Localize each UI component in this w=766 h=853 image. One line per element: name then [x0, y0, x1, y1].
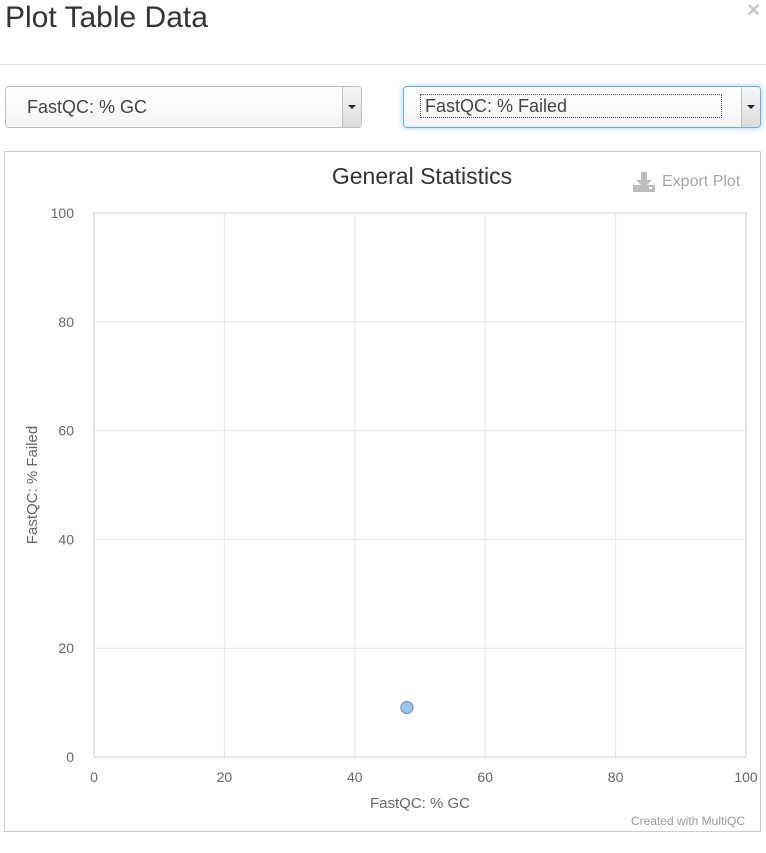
y-axis-select-arrow-icon[interactable]: [741, 87, 760, 127]
data-point[interactable]: [400, 700, 414, 715]
y-tick-label: 20: [58, 640, 74, 656]
x-axis-select[interactable]: FastQC: % GC: [5, 86, 362, 128]
y-axis-label: FastQC: % Failed: [24, 426, 41, 544]
x-tick-label: 40: [347, 769, 363, 785]
x-tick-label: 80: [608, 769, 624, 785]
y-tick-label: 60: [58, 423, 74, 439]
y-tick-label: 80: [58, 314, 74, 330]
close-icon[interactable]: ×: [747, 0, 760, 22]
download-icon: [633, 172, 655, 192]
plot-frame: [4, 151, 761, 832]
x-axis-select-arrow-icon[interactable]: [342, 87, 361, 127]
x-tick-label: 0: [90, 769, 98, 785]
tick-labels: 0 20 40 60 80 100 0 20 40 60 80 100: [51, 205, 758, 785]
x-axis-select-value: FastQC: % GC: [27, 97, 148, 117]
plot-area-border: [93, 212, 747, 758]
y-tick-label: 100: [51, 205, 75, 221]
y-axis-select[interactable]: FastQC: % Failed: [403, 86, 761, 128]
y-tick-label: 40: [58, 531, 74, 547]
export-plot-button[interactable]: Export Plot: [632, 171, 740, 193]
x-tick-label: 20: [217, 769, 233, 785]
export-plot-label: Export Plot: [662, 173, 741, 190]
x-tick-label: 100: [734, 769, 758, 785]
x-tick-label: 60: [477, 769, 493, 785]
chart-title: General Statistics: [332, 163, 512, 189]
grid-layer: [93, 212, 747, 758]
x-axis-label: FastQC: % GC: [370, 795, 470, 812]
y-axis-select-value: FastQC: % Failed: [420, 94, 722, 118]
y-tick-label: 0: [66, 749, 74, 765]
data-points: [400, 700, 414, 715]
modal-title: Plot Table Data: [5, 1, 208, 34]
header-divider: [0, 64, 766, 65]
credit-text: Created with MultiQC: [631, 814, 745, 828]
